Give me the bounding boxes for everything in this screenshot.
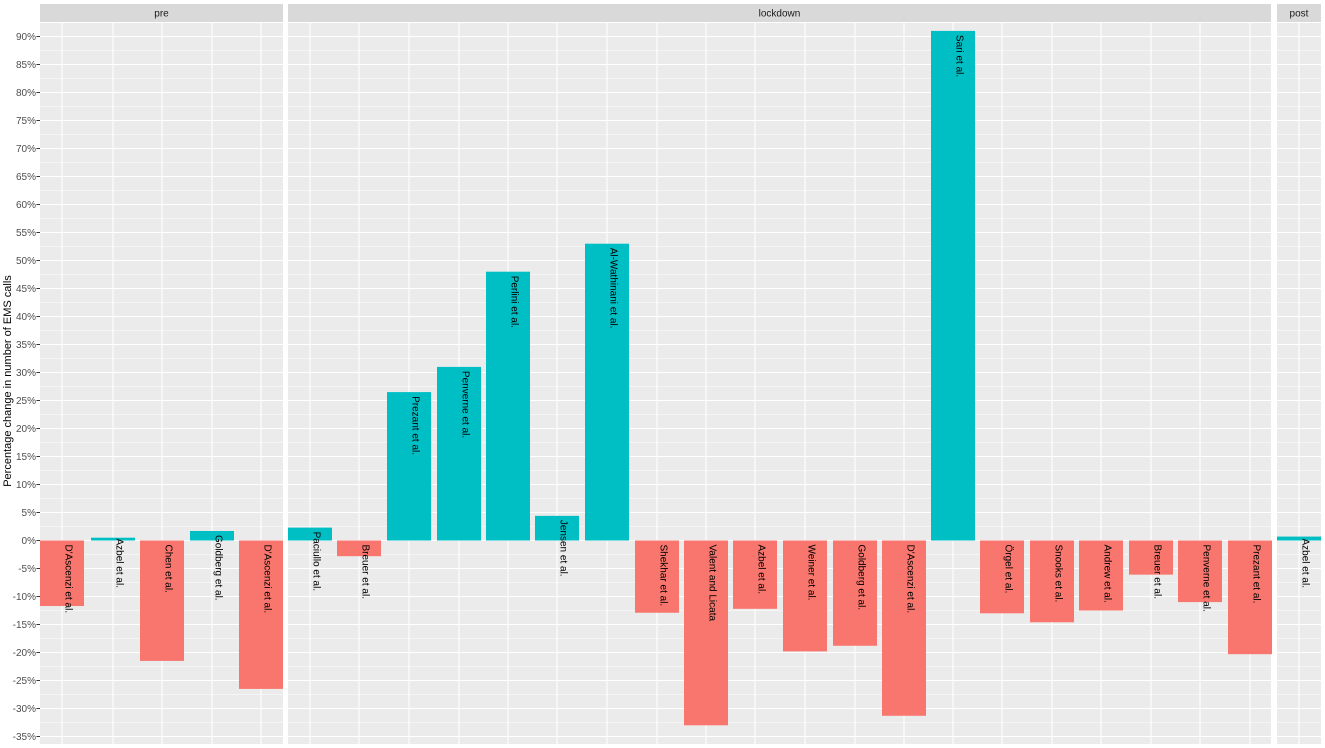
bar (1178, 540, 1222, 603)
facet-pre: pre D'Ascenzi et al. Azbel et al. Chen et a… (40, 4, 283, 744)
y-tick-label: -10% (13, 592, 36, 603)
bar-label: D'Ascenzi et al. (262, 545, 273, 614)
bar (980, 540, 1024, 614)
bar-label: Prezant et al. (410, 396, 421, 455)
bar (833, 540, 877, 646)
y-tick-label: 25% (16, 396, 36, 407)
bar (1277, 536, 1321, 541)
bar-label: D'Ascenzi et al. (63, 545, 74, 614)
y-tick-label: -30% (13, 704, 36, 715)
y-tick-label: 35% (16, 340, 36, 351)
bar (239, 540, 283, 689)
y-tick-label: 85% (16, 60, 36, 71)
bar (1079, 540, 1123, 611)
y-axis-label: Percentage change in number of EMS calls (2, 275, 14, 487)
bar-label: Sari et al. (954, 35, 965, 77)
y-tick-label: 70% (16, 144, 36, 155)
y-tick-label: -5% (18, 564, 36, 575)
bar-label: Paciullo et al. (311, 532, 322, 591)
bar (140, 540, 184, 661)
facet-post: post Azbel et al. (1277, 4, 1321, 744)
y-tick-label: 90% (16, 32, 36, 43)
y-tick-label: 45% (16, 284, 36, 295)
y-tick-label: 20% (16, 424, 36, 435)
facet-strip-label: post (1290, 9, 1309, 20)
bar (684, 540, 728, 726)
bar (733, 540, 777, 609)
bar (337, 540, 381, 557)
bar-label: Al-Wathinani et al. (608, 248, 619, 329)
bar-label: Azbel et al. (114, 539, 125, 588)
bar (635, 540, 679, 613)
bar-label: Penverne et al. (1201, 545, 1212, 612)
bar (931, 30, 975, 541)
facet-strip-label: pre (154, 9, 169, 20)
panel-background (288, 23, 1271, 744)
bar-label: Penverne et al. (460, 371, 471, 438)
bar-label: Prezant et al. (1251, 545, 1262, 604)
bar-label: Breuer et al. (1152, 545, 1163, 599)
bar (535, 515, 579, 541)
bar (40, 540, 84, 607)
bar (91, 537, 135, 541)
bar-label: Örgel et al. (1003, 545, 1015, 594)
bar (585, 243, 629, 541)
y-tick-label: 50% (16, 256, 36, 267)
bar (288, 527, 332, 541)
y-tick-label: -35% (13, 732, 36, 743)
y-tick-label: 0% (22, 536, 37, 547)
y-axis-ticks: -35% -30% -25% -20% -15% -10% -5% 0% 5% 10% 15% 20%… (13, 32, 40, 743)
facet-strip (40, 4, 283, 22)
bar-label: Valent and Licata (707, 545, 718, 622)
bar-label: D'Ascenzi et al. (905, 545, 916, 614)
y-tick-label: 10% (16, 480, 36, 491)
y-tick-label: 55% (16, 228, 36, 239)
bar (437, 366, 481, 541)
y-tick-label: 15% (16, 452, 36, 463)
bar (1228, 540, 1272, 655)
bar-label: Weiner et al. (806, 545, 817, 601)
facet-strip (288, 4, 1271, 22)
bar-label: Azbel et al. (1300, 539, 1311, 588)
bar-label: Snooks et al. (1053, 545, 1064, 603)
y-tick-label: 75% (16, 116, 36, 127)
bar-label: Perlini et al. (509, 276, 520, 328)
y-tick-label: -20% (13, 648, 36, 659)
facet-strip (1277, 4, 1321, 22)
bar (387, 392, 431, 541)
bar-label: Jensen et al. (558, 520, 569, 577)
bar-label: Andrew et al. (1102, 545, 1113, 603)
y-tick-label: 60% (16, 200, 36, 211)
bar (882, 540, 926, 716)
bar-label: Azbel et al. (756, 545, 767, 594)
bar-label: Goldberg et al. (856, 545, 867, 611)
facet-lockdown: lockdown Paciullo et al. Breuer et al. Prez… (288, 4, 1272, 744)
y-tick-label: 5% (22, 508, 37, 519)
bar (783, 540, 827, 652)
y-tick-label: -15% (13, 620, 36, 631)
bar-label: Breuer et al. (360, 545, 371, 599)
facet-panels: pre D'Ascenzi et al. Azbel et al. Chen et a… (40, 4, 1321, 744)
bar (486, 271, 530, 541)
y-tick-label: 80% (16, 88, 36, 99)
y-tick-label: -25% (13, 676, 36, 687)
bar (1030, 540, 1074, 623)
bar-label: Goldberg et al. (213, 535, 224, 601)
bar-label: Shekhar et al. (658, 545, 669, 607)
y-tick-label: 30% (16, 368, 36, 379)
y-tick-label: 40% (16, 312, 36, 323)
bar-label: Chen et al. (163, 545, 174, 593)
bar (190, 530, 234, 541)
y-tick-label: 65% (16, 172, 36, 183)
bar (1129, 540, 1173, 575)
facet-strip-label: lockdown (759, 9, 801, 20)
